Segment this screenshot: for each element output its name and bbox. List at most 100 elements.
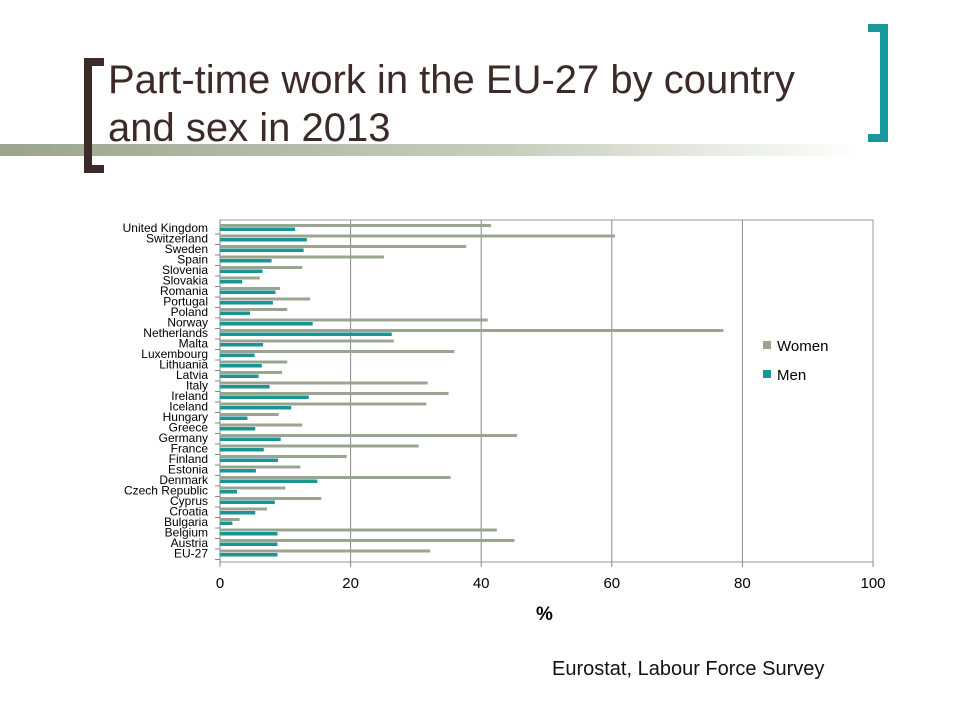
y-category-label: France (171, 442, 209, 456)
y-category-label: Spain (177, 253, 208, 267)
bar-women (220, 402, 427, 406)
bar-men (220, 542, 278, 546)
y-category-label: Sweden (165, 242, 208, 256)
bar-men (220, 322, 313, 326)
bar-women (220, 413, 279, 416)
bar-women (220, 287, 281, 290)
plot-frame (219, 219, 874, 563)
bar-women (220, 528, 497, 532)
source-note: Eurostat, Labour Force Survey (552, 658, 825, 680)
y-category-label: Slovenia (162, 263, 208, 277)
bar-women (220, 423, 303, 427)
y-category-label: Czech Republic (124, 484, 208, 498)
left-bracket-decoration (84, 58, 104, 173)
legend-swatch (763, 341, 771, 349)
bar-men (220, 227, 296, 231)
bar-men (220, 511, 256, 515)
y-category-label: Netherlands (143, 326, 208, 340)
bar-men (220, 416, 248, 420)
bar-men (220, 469, 256, 473)
y-category-label: Switzerland (146, 232, 208, 246)
bar-women (220, 392, 449, 395)
title-underline-bar (0, 144, 860, 156)
bar-men (220, 385, 270, 389)
bar-women (220, 497, 322, 500)
bar-women (220, 455, 347, 458)
bar-men (220, 532, 278, 536)
bar-men (220, 437, 281, 441)
bar-women (220, 539, 515, 542)
right-bracket-decoration (868, 24, 888, 142)
y-category-label: EU-27 (174, 547, 208, 561)
y-category-label: Italy (186, 379, 208, 393)
bar-men (220, 374, 259, 378)
bar-women (220, 549, 431, 553)
bar-women (220, 255, 384, 259)
bar-women (220, 276, 260, 280)
bar-women (220, 486, 286, 490)
bar-men (220, 332, 392, 336)
bar-women (220, 518, 240, 521)
bar-men (220, 553, 278, 557)
bar-women (220, 434, 518, 437)
bar-men (220, 490, 237, 494)
bar-men (220, 280, 243, 284)
slide-title: Part-time work in the EU-27 by country a… (108, 58, 795, 150)
y-category-label: Hungary (163, 410, 208, 424)
x-tick-label: 0 (216, 575, 224, 592)
y-category-label: Greece (169, 421, 209, 435)
bar-men (220, 364, 262, 368)
bar-women (220, 234, 616, 238)
x-tick-label: 60 (603, 575, 620, 592)
y-category-label: Luxembourg (141, 347, 208, 361)
bar-women (220, 444, 419, 448)
bar-women (220, 224, 491, 227)
legend-swatch (763, 370, 771, 378)
y-category-label: Iceland (169, 400, 208, 414)
y-category-label: Austria (171, 536, 209, 550)
bar-men (220, 269, 263, 273)
x-tick-label: 40 (473, 575, 490, 592)
bar-men (220, 448, 264, 452)
bar-men (220, 248, 304, 252)
y-category-label: Finland (169, 452, 208, 466)
bar-men (220, 311, 251, 315)
y-category-label: Belgium (165, 526, 208, 540)
bar-men (220, 395, 309, 399)
bar-women (220, 297, 311, 301)
y-category-label: Romania (160, 284, 208, 298)
legend-label: Women (777, 338, 828, 355)
y-category-label: Poland (171, 305, 208, 319)
y-category-label: United Kingdom (123, 221, 208, 235)
y-category-label: Ireland (171, 389, 208, 403)
bar-women (220, 360, 288, 364)
bar-men (220, 343, 264, 347)
bar-women (220, 465, 301, 469)
bar-women (220, 350, 455, 353)
y-category-label: Portugal (163, 295, 208, 309)
y-category-label: Croatia (169, 505, 208, 519)
bar-men (220, 259, 272, 263)
y-category-label: Latvia (176, 368, 208, 382)
y-category-label: Bulgaria (164, 515, 208, 529)
bar-women (220, 318, 488, 322)
x-tick-label: 100 (860, 575, 885, 592)
bar-women (220, 308, 288, 311)
y-category-label: Denmark (159, 473, 209, 487)
bar-men (220, 301, 273, 305)
legend-label: Men (777, 367, 806, 384)
bar-men (220, 479, 318, 483)
bar-men (220, 427, 256, 431)
bar-men (220, 406, 292, 410)
bar-women (220, 371, 283, 374)
bar-men (220, 290, 276, 294)
bar-men (220, 353, 255, 357)
bar-women (220, 245, 467, 248)
y-category-label: Cyprus (170, 494, 208, 508)
y-category-label: Lithuania (159, 358, 208, 372)
bar-men (220, 458, 279, 462)
bar-women (220, 476, 451, 479)
y-category-label: Estonia (168, 463, 208, 477)
